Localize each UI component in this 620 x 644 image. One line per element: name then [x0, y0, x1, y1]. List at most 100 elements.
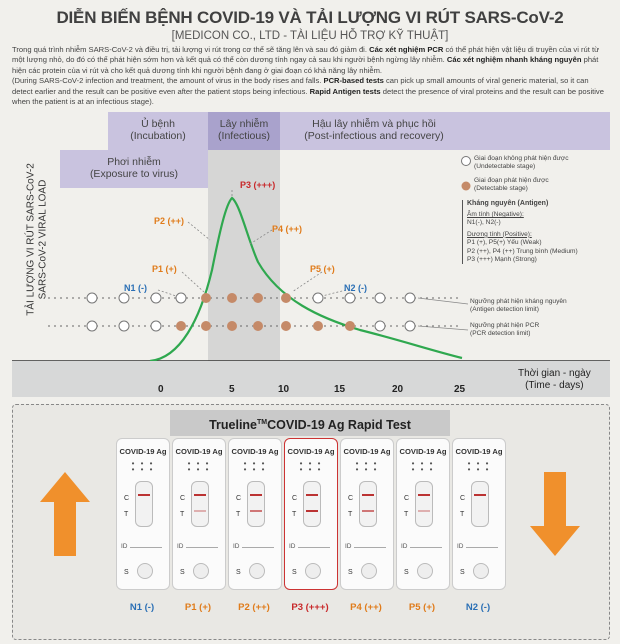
- x-tick: 20: [392, 384, 404, 395]
- sample-well: [305, 563, 321, 579]
- sample-well: [249, 563, 265, 579]
- label-p4: P4 (++): [272, 224, 303, 234]
- result-n1: N1 (-): [129, 602, 155, 613]
- y-axis-label: TẢI LƯỢNG VI RÚT SARS-CoV-2 SARS-CoV-2 VI…: [25, 163, 49, 316]
- cassette-dots: • • • • • •: [131, 459, 155, 474]
- antigen-open-point: [86, 292, 98, 304]
- test-cassette-p3: COVID-19 Ag • • • • • • C T ID S: [284, 438, 338, 590]
- viral-load-curve: [149, 196, 463, 363]
- incubation-band: [108, 112, 208, 150]
- antigen-leader: [417, 297, 469, 305]
- test-cassette-p2: COVID-19 Ag • • • • • • C T ID S: [228, 438, 282, 590]
- rapid-test-title: TruelineTMCOVID-19 Ag Rapid Test: [170, 410, 450, 436]
- label-n1: N1 (-): [124, 283, 147, 293]
- page-title: DIỄN BIẾN BỆNH COVID-19 VÀ TẢI LƯỢNG VI …: [56, 8, 564, 27]
- antigen-detect-point: [281, 293, 291, 303]
- antigen-open-point: [312, 292, 324, 304]
- result-n2: N2 (-): [465, 602, 491, 613]
- x-axis-band: [12, 361, 610, 397]
- cassette-dots: • • • • • •: [243, 459, 267, 474]
- result-window: [471, 481, 489, 527]
- pcr-detect-point: [227, 321, 237, 331]
- pcr-open-point: [374, 320, 386, 332]
- pcr-detect-point: [201, 321, 211, 331]
- infectious-shading: [208, 150, 280, 361]
- x-tick: 0: [158, 384, 164, 395]
- intro-vi: Trong quá trình nhiễm SARS-CoV-2 và điều…: [12, 45, 600, 75]
- cassette-dots: • • • • • •: [299, 459, 323, 474]
- cassette-dots: • • • • • •: [355, 459, 379, 474]
- test-cassette-p4: COVID-19 Ag • • • • • • C T ID S: [340, 438, 394, 590]
- result-window: [135, 481, 153, 527]
- x-tick: 10: [278, 384, 290, 395]
- test-cassette-p5: COVID-19 Ag • • • • • • C T ID S: [396, 438, 450, 590]
- exposure-band: [60, 150, 208, 188]
- label-p5: P5 (+): [310, 264, 335, 274]
- antigen-limit-label: Ngưỡng phát hiện kháng nguyên (Antigen de…: [470, 298, 567, 314]
- pcr-leader: [417, 325, 469, 331]
- label-p3: P3 (+++): [240, 180, 276, 190]
- pcr-detect-point: [253, 321, 263, 331]
- antigen-open-point: [150, 292, 162, 304]
- sample-well: [193, 563, 209, 579]
- test-cassette-n2: COVID-19 Ag • • • • • • C T ID S: [452, 438, 506, 590]
- antigen-open-point: [118, 292, 130, 304]
- pcr-open-point: [86, 320, 98, 332]
- legend-undetectable: Giai đoạn không phát hiện được (Undetecta…: [474, 155, 569, 171]
- antigen-points: [86, 292, 416, 304]
- arrow-down-icon: [530, 472, 580, 556]
- result-p5: P5 (+): [408, 602, 436, 613]
- result-window: [191, 481, 209, 527]
- cassette-dots: • • • • • •: [467, 459, 491, 474]
- phase-post-infectious: Hậu lây nhiễm và phục hồi (Post-infectiou…: [304, 118, 444, 142]
- infectious-band: [208, 112, 280, 150]
- antigen-legend: Kháng nguyên (Antigen) Âm tính (Negative…: [462, 199, 612, 265]
- sample-well: [473, 563, 489, 579]
- phase-infectious: Lây nhiễm (Infectious): [218, 118, 270, 142]
- result-window: [359, 481, 377, 527]
- sample-well: [417, 563, 433, 579]
- antigen-open-point: [404, 292, 416, 304]
- sample-well: [361, 563, 377, 579]
- antigen-detect-point: [253, 293, 263, 303]
- antigen-open-point: [374, 292, 386, 304]
- pcr-open-point: [150, 320, 162, 332]
- label-p2: P2 (++): [154, 216, 185, 226]
- legend: Giai đoạn không phát hiện được (Undetecta…: [462, 155, 612, 265]
- pcr-detect-point: [176, 321, 186, 331]
- arrow-up-icon: [40, 472, 90, 556]
- legend-detect-dot: [461, 181, 471, 191]
- antigen-open-point: [175, 292, 187, 304]
- result-p2: P2 (++): [238, 602, 270, 613]
- pcr-detect-point: [345, 321, 355, 331]
- legend-detectable: Giai đoạn phát hiện được (Detectable stag…: [474, 176, 549, 193]
- pcr-detect-point: [281, 321, 291, 331]
- page-subtitle: [MEDICON CO., LTD - TÀI LIỆU HỖ TRỢ KỸ T…: [171, 30, 449, 42]
- antigen-detect-point: [201, 293, 211, 303]
- pcr-limit-label: Ngưỡng phát hiện PCR (PCR detection limit…: [470, 322, 540, 338]
- result-window: [303, 481, 321, 527]
- x-axis-title: Thời gian - ngày (Time - days): [518, 368, 591, 391]
- result-window: [247, 481, 265, 527]
- label-n2: N2 (-): [344, 283, 367, 293]
- antigen-open-point: [344, 292, 356, 304]
- intro-text: Trong quá trình nhiễm SARS-CoV-2 và điều…: [12, 45, 610, 107]
- sample-well: [137, 563, 153, 579]
- pcr-detect-point: [313, 321, 323, 331]
- post-infectious-band: [280, 112, 610, 150]
- cassette-dots: • • • • • •: [411, 459, 435, 474]
- intro-en: (During SARS-CoV-2 infection and treatme…: [12, 76, 604, 107]
- result-p3: P3 (+++): [291, 602, 329, 613]
- x-tick: 15: [334, 384, 346, 395]
- pcr-open-point: [404, 320, 416, 332]
- x-tick: 5: [229, 384, 235, 395]
- antigen-detect-point: [227, 293, 237, 303]
- label-p1: P1 (+): [152, 264, 177, 274]
- phase-incubation: Ủ bệnh (Incubation): [130, 118, 186, 142]
- result-p1: P1 (+): [184, 602, 212, 613]
- pcr-open-point: [118, 320, 130, 332]
- test-cassette-p1: COVID-19 Ag • • • • • • C T ID S: [172, 438, 226, 590]
- result-p4: P4 (++): [350, 602, 382, 613]
- phase-exposure: Phơi nhiễm (Exposure to virus): [89, 156, 179, 180]
